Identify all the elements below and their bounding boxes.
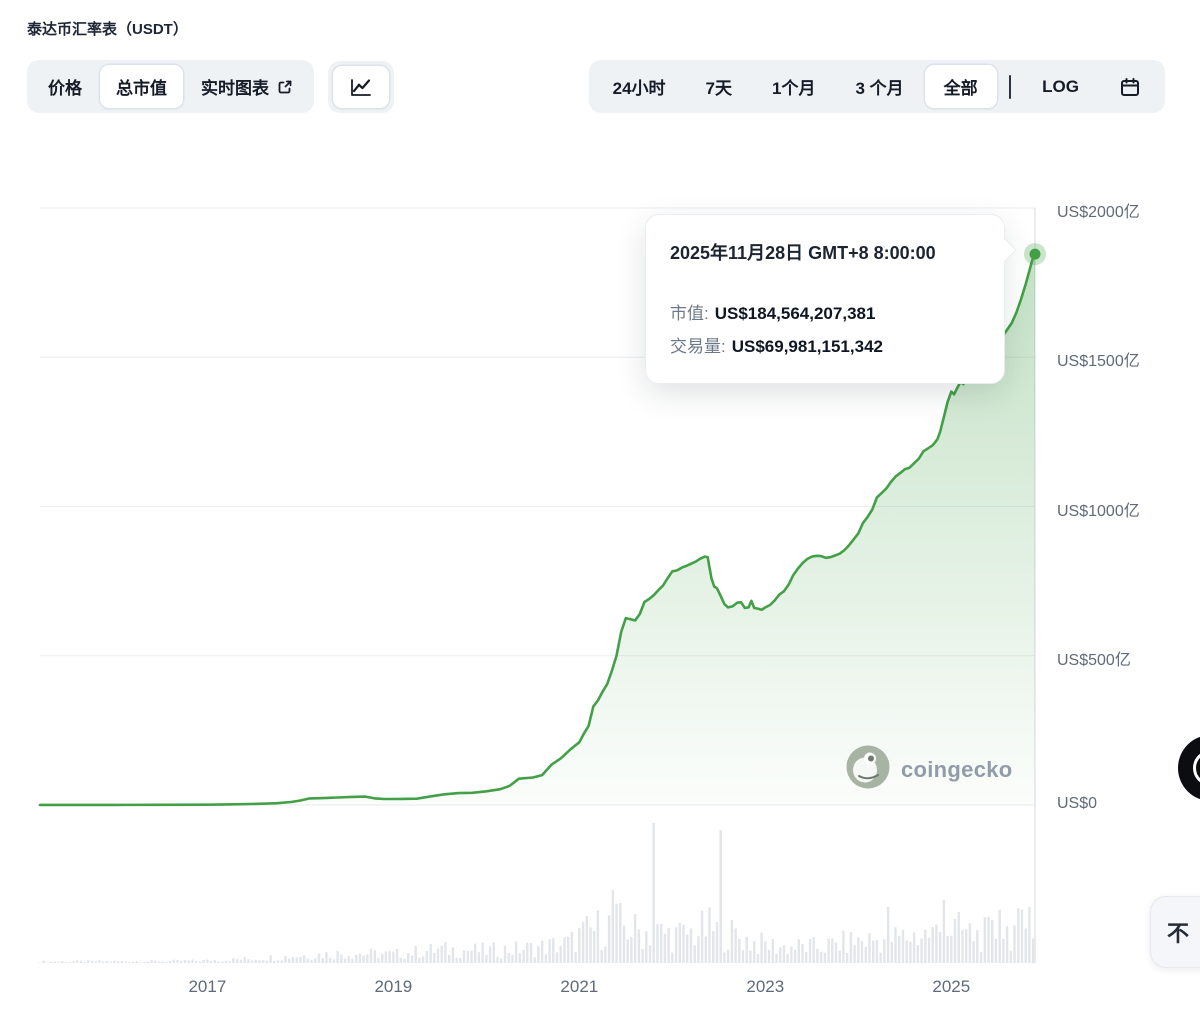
range-24h-button[interactable]: 24小时 <box>594 65 685 108</box>
range-1m-label: 1个月 <box>772 79 816 98</box>
bottom-right-cutoff-label: 不 <box>1167 921 1190 946</box>
external-link-icon <box>277 79 293 95</box>
log-scale-button[interactable]: LOG <box>1023 68 1098 106</box>
line-chart-icon <box>349 75 373 99</box>
tab-live-chart-label: 实时图表 <box>201 79 269 98</box>
metric-tab-group: 价格 总市值 实时图表 <box>27 60 314 113</box>
line-chart-type-button[interactable] <box>333 65 389 108</box>
tooltip-volume-row: 交易量: US$69,981,151,342 <box>670 330 980 363</box>
tooltip-marketcap-value: US$184,564,207,381 <box>714 304 876 323</box>
range-7d-label: 7天 <box>705 79 732 98</box>
tooltip-marketcap-row: 市值: US$184,564,207,381 <box>670 297 980 330</box>
range-all-label: 全部 <box>943 79 978 98</box>
coingecko-watermark: coingecko <box>845 744 1013 795</box>
calendar-button[interactable] <box>1100 67 1160 107</box>
tooltip-volume-label: 交易量: <box>670 337 726 356</box>
range-3m-label: 3 个月 <box>855 79 904 98</box>
coingecko-logo-icon <box>845 744 891 795</box>
range-3m-button[interactable]: 3 个月 <box>836 65 922 108</box>
tab-price-label: 价格 <box>48 79 82 98</box>
range-log-divider <box>1008 74 1012 99</box>
tooltip-volume-value: US$69,981,151,342 <box>731 337 883 356</box>
floating-widget-icon <box>1193 750 1200 786</box>
tab-price[interactable]: 价格 <box>32 65 98 108</box>
toolbar: 价格 总市值 实时图表 <box>27 60 1165 113</box>
range-7d-button[interactable]: 7天 <box>687 65 751 108</box>
range-24h-label: 24小时 <box>612 79 666 98</box>
chart-tooltip: 2025年11月28日 GMT+8 8:00:00 市值: US$184,564,… <box>645 214 1017 384</box>
chart-type-group <box>328 60 394 113</box>
range-all-button[interactable]: 全部 <box>924 65 997 108</box>
watermark-text: coingecko <box>901 756 1013 782</box>
calendar-icon <box>1119 76 1141 98</box>
tooltip-date: 2025年11月28日 GMT+8 8:00:00 <box>670 243 936 263</box>
range-1m-button[interactable]: 1个月 <box>753 65 834 108</box>
range-tab-group: 24小时 7天 1个月 3 个月 全部 LOG <box>588 60 1165 113</box>
tab-market-cap[interactable]: 总市值 <box>100 65 183 108</box>
log-scale-label: LOG <box>1042 76 1079 96</box>
page-title: 泰达币汇率表（USDT） <box>27 21 188 38</box>
tab-market-cap-label: 总市值 <box>116 79 167 98</box>
floating-widget-button[interactable] <box>1178 735 1200 801</box>
tooltip-marketcap-label: 市值: <box>670 304 709 323</box>
bottom-right-cutoff-button[interactable]: 不 <box>1150 896 1200 968</box>
tab-live-chart[interactable]: 实时图表 <box>185 65 309 108</box>
